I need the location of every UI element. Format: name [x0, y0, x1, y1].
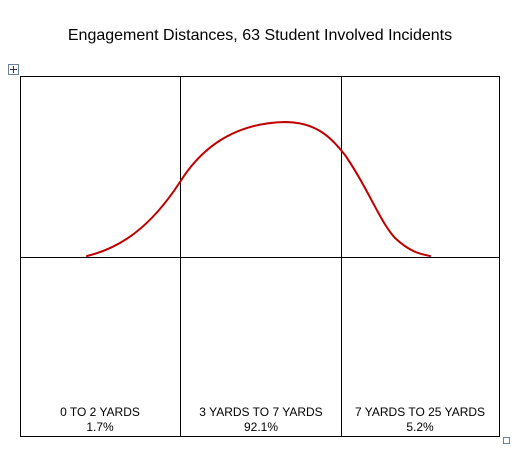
handle-cross[interactable]: [10, 66, 17, 73]
table-border: [20, 76, 500, 437]
range-label: 0 TO 2 YARDS: [60, 405, 140, 419]
title: Engagement Distances, 63 Student Involve…: [68, 27, 452, 44]
table-move-handle[interactable]: [8, 64, 19, 75]
range-label: 7 YARDS TO 25 YARDS: [355, 405, 485, 419]
cell-labels: 0 TO 2 YARDS 1.7% 3 YARDS TO 7 YARDS 92.…: [60, 405, 485, 434]
share-label: 5.2%: [406, 420, 434, 434]
share-label: 1.7%: [86, 420, 114, 434]
share-label: 92.1%: [244, 420, 278, 434]
distribution-curve: [86, 120, 431, 257]
table-grid: [20, 76, 500, 437]
range-label: 3 YARDS TO 7 YARDS: [199, 405, 322, 419]
table-resize-handle[interactable]: [503, 437, 510, 444]
